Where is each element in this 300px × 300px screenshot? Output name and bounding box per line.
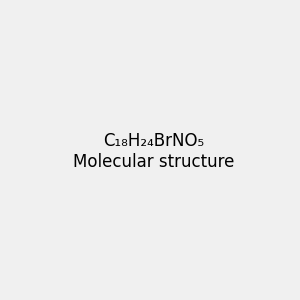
- Text: C₁₈H₂₄BrNO₅
Molecular structure: C₁₈H₂₄BrNO₅ Molecular structure: [73, 132, 234, 171]
